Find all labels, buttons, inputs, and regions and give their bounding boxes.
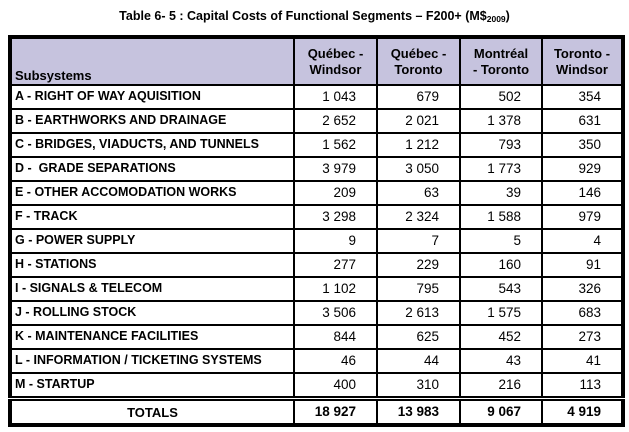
row-label: H - STATIONS [9, 252, 295, 278]
value-cell: 46 [293, 348, 378, 374]
value-cell: 400 [293, 372, 378, 400]
value-cell: 795 [376, 276, 461, 302]
column-header-quebec-toronto: Québec - Toronto [376, 36, 461, 86]
value-cell: 979 [541, 204, 624, 230]
value-cell: 146 [541, 180, 624, 206]
table-body: A - RIGHT OF WAY AQUISITION 1 043 679 502 35… [9, 84, 624, 400]
table-row: A - RIGHT OF WAY AQUISITION 1 043 679 502 35… [9, 84, 624, 110]
value-cell: 113 [541, 372, 624, 400]
table-title: Table 6- 5 : Capital Costs of Functional… [0, 0, 629, 29]
value-cell: 160 [459, 252, 543, 278]
row-label: B - EARTHWORKS AND DRAINAGE [9, 108, 295, 134]
table-row: B - EARTHWORKS AND DRAINAGE 2 652 2 021 1 3… [9, 108, 624, 134]
table-row: E - OTHER ACCOMODATION WORKS 209 63 39 146 [9, 180, 624, 206]
table-row: C - BRIDGES, VIADUCTS, AND TUNNELS 1 562 1… [9, 132, 624, 158]
table-footer: TOTALS 18 927 13 983 9 067 4 919 [9, 396, 624, 426]
value-cell: 4 [541, 228, 624, 254]
table-row: K - MAINTENANCE FACILITIES 844 625 452 273 [9, 324, 624, 350]
value-cell: 5 [459, 228, 543, 254]
table-row: J - ROLLING STOCK 3 506 2 613 1 575 683 [9, 300, 624, 326]
row-label: C - BRIDGES, VIADUCTS, AND TUNNELS [9, 132, 295, 158]
value-cell: 216 [459, 372, 543, 400]
value-cell: 543 [459, 276, 543, 302]
capital-costs-table: Subsystems Québec - Windsor Québec - Tor… [8, 35, 625, 427]
header-row: Subsystems Québec - Windsor Québec - Tor… [9, 36, 624, 86]
column-header-montreal-toronto: Montréal - Toronto [459, 36, 543, 86]
value-cell: 452 [459, 324, 543, 350]
value-cell: 354 [541, 84, 624, 110]
row-label: M - STARTUP [9, 372, 295, 400]
value-cell: 43 [459, 348, 543, 374]
table-header: Subsystems Québec - Windsor Québec - Tor… [9, 36, 624, 86]
value-cell: 350 [541, 132, 624, 158]
table-row: G - POWER SUPPLY 9 7 5 4 [9, 228, 624, 254]
value-cell: 844 [293, 324, 378, 350]
column-header-toronto-windsor: Toronto - Windsor [541, 36, 624, 86]
value-cell: 63 [376, 180, 461, 206]
value-cell: 277 [293, 252, 378, 278]
totals-value-montreal-toronto: 9 067 [459, 396, 543, 426]
column-header-quebec-windsor: Québec - Windsor [293, 36, 378, 86]
value-cell: 1 773 [459, 156, 543, 182]
table-title-text: Table 6- 5 : Capital Costs of Functional… [119, 9, 487, 23]
totals-value-quebec-windsor: 18 927 [293, 396, 378, 426]
value-cell: 1 562 [293, 132, 378, 158]
value-cell: 1 102 [293, 276, 378, 302]
value-cell: 683 [541, 300, 624, 326]
value-cell: 273 [541, 324, 624, 350]
table-row: D - GRADE SEPARATIONS 3 979 3 050 1 773 929 [9, 156, 624, 182]
value-cell: 2 652 [293, 108, 378, 134]
row-label: L - INFORMATION / TICKETING SYSTEMS [9, 348, 295, 374]
value-cell: 229 [376, 252, 461, 278]
value-cell: 502 [459, 84, 543, 110]
value-cell: 9 [293, 228, 378, 254]
row-label: K - MAINTENANCE FACILITIES [9, 324, 295, 350]
value-cell: 2 613 [376, 300, 461, 326]
value-cell: 310 [376, 372, 461, 400]
totals-value-quebec-toronto: 13 983 [376, 396, 461, 426]
value-cell: 1 043 [293, 84, 378, 110]
value-cell: 3 979 [293, 156, 378, 182]
value-cell: 2 021 [376, 108, 461, 134]
value-cell: 679 [376, 84, 461, 110]
table-row: L - INFORMATION / TICKETING SYSTEMS 46 44 4… [9, 348, 624, 374]
table-title-suffix: ) [505, 9, 510, 23]
table-title-subscript: 2009 [486, 14, 506, 24]
row-label: G - POWER SUPPLY [9, 228, 295, 254]
row-label: A - RIGHT OF WAY AQUISITION [9, 84, 295, 110]
row-label: E - OTHER ACCOMODATION WORKS [9, 180, 295, 206]
value-cell: 3 506 [293, 300, 378, 326]
row-label: J - ROLLING STOCK [9, 300, 295, 326]
table-row: H - STATIONS 277 229 160 91 [9, 252, 624, 278]
table-row: I - SIGNALS & TELECOM 1 102 795 543 326 [9, 276, 624, 302]
table-row: F - TRACK 3 298 2 324 1 588 979 [9, 204, 624, 230]
totals-value-toronto-windsor: 4 919 [541, 396, 624, 426]
value-cell: 2 324 [376, 204, 461, 230]
value-cell: 39 [459, 180, 543, 206]
value-cell: 1 588 [459, 204, 543, 230]
value-cell: 793 [459, 132, 543, 158]
row-label: D - GRADE SEPARATIONS [9, 156, 295, 182]
value-cell: 209 [293, 180, 378, 206]
value-cell: 3 298 [293, 204, 378, 230]
value-cell: 7 [376, 228, 461, 254]
table-row: M - STARTUP 400 310 216 113 [9, 372, 624, 400]
value-cell: 3 050 [376, 156, 461, 182]
row-label: I - SIGNALS & TELECOM [9, 276, 295, 302]
totals-label: TOTALS [9, 396, 295, 426]
value-cell: 631 [541, 108, 624, 134]
value-cell: 1 212 [376, 132, 461, 158]
value-cell: 91 [541, 252, 624, 278]
value-cell: 44 [376, 348, 461, 374]
value-cell: 41 [541, 348, 624, 374]
totals-row: TOTALS 18 927 13 983 9 067 4 919 [9, 396, 624, 426]
value-cell: 326 [541, 276, 624, 302]
value-cell: 625 [376, 324, 461, 350]
row-label: F - TRACK [9, 204, 295, 230]
value-cell: 1 575 [459, 300, 543, 326]
value-cell: 929 [541, 156, 624, 182]
value-cell: 1 378 [459, 108, 543, 134]
column-header-subsystems: Subsystems [9, 36, 295, 86]
